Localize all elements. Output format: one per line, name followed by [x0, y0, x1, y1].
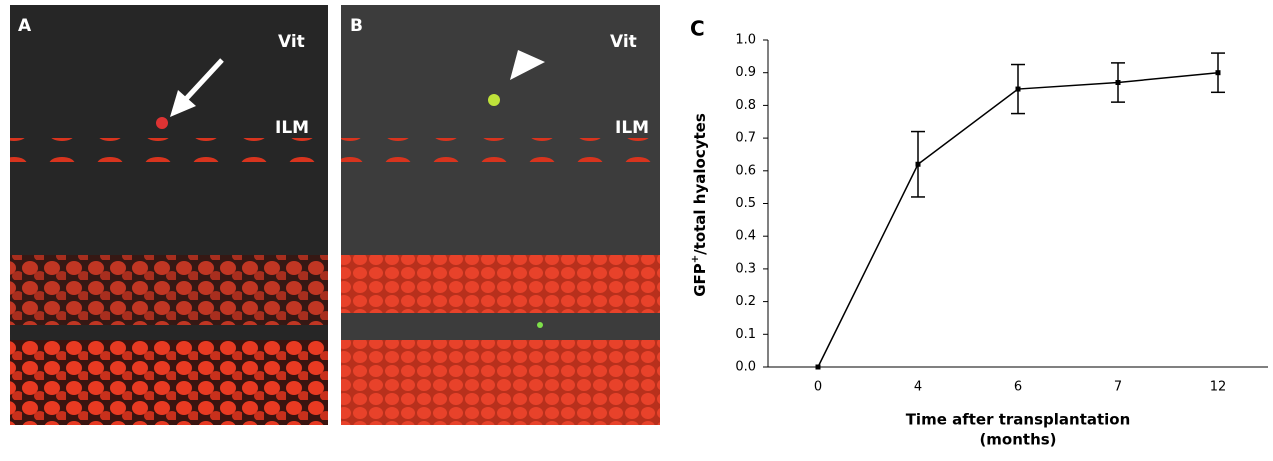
y-tick-label: 0.9: [735, 65, 756, 80]
y-tick-label: 0.7: [735, 131, 756, 146]
y-tick-label: 0.8: [735, 98, 756, 113]
x-axis-label: (months): [979, 431, 1056, 449]
x-tick-label: 4: [914, 380, 922, 395]
data-point: [915, 161, 921, 167]
y-tick-label: 0.1: [735, 327, 756, 342]
layer-label: Vit: [278, 32, 305, 52]
layer-label: ILM: [615, 118, 649, 138]
y-axis-label: GFP+/total hyalocytes: [690, 113, 709, 297]
x-tick-label: 0: [814, 380, 822, 395]
x-axis-label: Time after transplantation: [906, 411, 1131, 429]
data-point: [1015, 86, 1021, 92]
layer-label: Vit: [610, 32, 637, 52]
y-tick-label: 0.6: [735, 163, 756, 178]
layer-label: ILM: [275, 118, 309, 138]
y-label-sup: +: [690, 255, 701, 263]
y-tick-label: 1.0: [735, 33, 756, 48]
y-tick-label: 0.2: [735, 294, 756, 309]
y-label-rest: /total hyalocytes: [691, 113, 709, 255]
x-tick-label: 12: [1210, 380, 1227, 395]
panel-b: B Vit ILM: [341, 5, 660, 425]
y-tick-label: 0.3: [735, 261, 756, 276]
data-point: [815, 364, 821, 370]
y-label-text: GFP: [691, 263, 709, 297]
x-tick-label: 6: [1014, 380, 1022, 395]
panel-label: A: [18, 16, 32, 36]
data-line: [817, 71, 1219, 368]
panel-a: A Vit ILM: [10, 5, 328, 425]
x-tick-label: 7: [1114, 380, 1122, 395]
y-tick-label: 0.5: [735, 196, 756, 211]
panel-label: C: [690, 17, 705, 41]
data-point: [1215, 70, 1221, 76]
panel-label: B: [350, 16, 363, 36]
y-tick-label: 0.0: [735, 360, 756, 375]
data-point: [1115, 80, 1121, 86]
y-tick-label: 0.4: [735, 229, 756, 244]
